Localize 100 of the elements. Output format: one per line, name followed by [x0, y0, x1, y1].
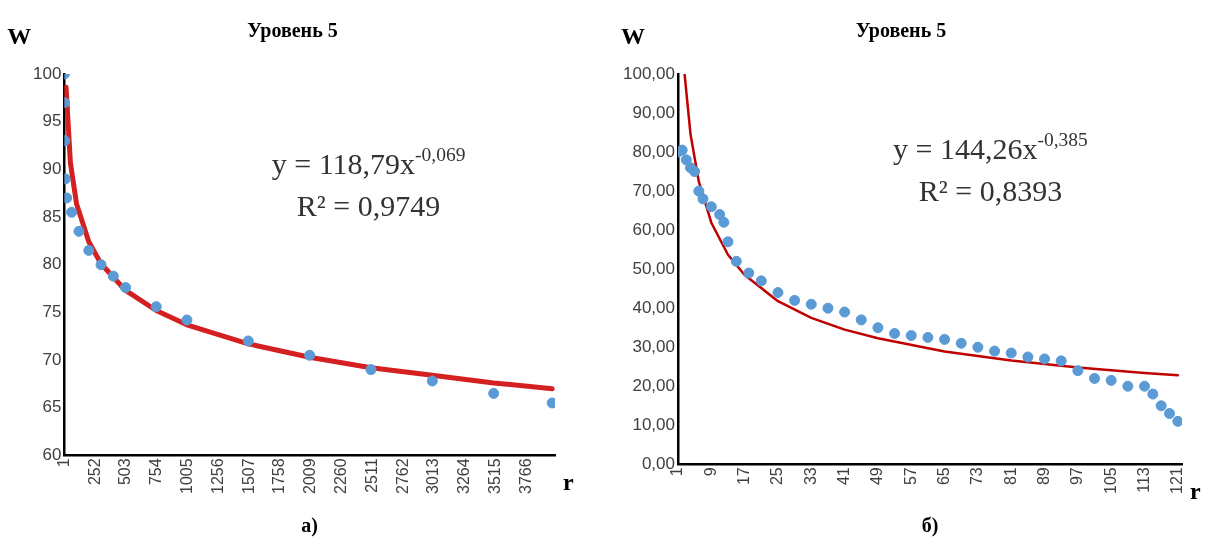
x-tick-label: 3515	[485, 458, 503, 494]
y-tick-label: 10,00	[632, 414, 675, 434]
point	[73, 225, 85, 237]
point	[697, 193, 709, 205]
point	[789, 294, 801, 306]
point	[1005, 347, 1017, 359]
y-tick-label: 90,00	[632, 102, 675, 122]
point	[989, 345, 1001, 357]
point	[1139, 380, 1151, 392]
x-tick-label: 9	[701, 467, 719, 477]
x-axis-title: r	[563, 468, 574, 495]
point	[426, 375, 438, 387]
y-tick-label: 60,00	[632, 219, 675, 239]
x-tick-label: 105	[1101, 467, 1119, 495]
point	[304, 349, 316, 361]
x-tick-label: 25	[768, 467, 786, 486]
y-tick-label: 40,00	[632, 297, 675, 317]
point	[872, 322, 884, 334]
x-tick-label: 57	[901, 467, 919, 486]
y-tick-label: 50,00	[632, 258, 675, 278]
point	[693, 185, 705, 197]
x-tick-label: 2009	[301, 458, 319, 494]
point	[955, 337, 967, 349]
x-tick-label: 1758	[270, 458, 288, 494]
text: б)	[921, 514, 939, 537]
y-axis-title: W	[621, 23, 645, 49]
point	[680, 154, 692, 166]
x-tick-label: 2762	[393, 458, 411, 494]
point	[755, 275, 767, 287]
point	[120, 282, 132, 294]
y-tick-label: 100	[32, 63, 62, 83]
point	[1147, 388, 1159, 400]
x-tick-label: 121	[1168, 467, 1186, 495]
point	[1072, 365, 1084, 377]
x-tick-label: 33	[801, 467, 819, 486]
x-tick-label: 41	[835, 467, 853, 486]
point	[972, 341, 984, 353]
y-tick-label: 80	[42, 254, 62, 274]
point	[150, 301, 162, 313]
point	[365, 364, 377, 376]
y-tick-label: 85	[42, 206, 62, 226]
y-tick-label: 95	[42, 111, 62, 131]
point	[805, 298, 817, 310]
point	[678, 144, 688, 156]
point	[855, 314, 867, 326]
x-tick-label: 1507	[239, 458, 257, 494]
point	[922, 331, 934, 343]
x-tick-label: 81	[1001, 467, 1019, 486]
y-axis-title: W	[7, 23, 32, 49]
point	[839, 306, 851, 318]
point	[1122, 380, 1134, 392]
y-tick-label: 100,00	[623, 63, 675, 83]
x-tick-label: 2260	[331, 458, 349, 494]
x-tick-label: 3264	[455, 458, 473, 494]
point	[730, 255, 742, 267]
point	[181, 314, 193, 326]
point	[242, 335, 254, 347]
y-tick-label: 20,00	[632, 375, 675, 395]
y-tick-label: 30,00	[632, 336, 675, 356]
x-tick-label: 3766	[516, 458, 534, 494]
point	[1105, 374, 1117, 386]
y-tick-label: 65	[42, 397, 62, 417]
point	[95, 259, 107, 271]
x-tick-label: 1256	[208, 458, 226, 494]
point	[822, 302, 834, 314]
point	[722, 236, 734, 248]
x-tick-label: 17	[735, 467, 753, 486]
point	[1164, 408, 1175, 420]
x-tick-label: 754	[147, 458, 165, 486]
point	[743, 267, 755, 279]
point	[1155, 400, 1167, 412]
point	[1022, 351, 1034, 363]
point	[66, 206, 78, 218]
point	[107, 270, 119, 282]
point	[1039, 353, 1051, 365]
chart-title: Уровень 5	[855, 19, 947, 43]
x-tick-label: 1005	[177, 458, 195, 494]
point	[718, 216, 730, 228]
point	[1055, 355, 1067, 367]
y-tick-label: 75	[42, 302, 62, 322]
x-tick-label: 3013	[424, 458, 442, 494]
x-tick-label: 49	[868, 467, 886, 486]
annotation: R² = 0,9749	[296, 189, 441, 222]
x-tick-label: 252	[85, 458, 103, 486]
annotation: R² = 0,8393	[918, 174, 1063, 207]
x-tick-label: 65	[934, 467, 952, 486]
point	[1172, 415, 1182, 427]
chart-title: Уровень 5	[247, 19, 338, 43]
point	[772, 287, 784, 299]
y-tick-label: 90	[42, 159, 62, 179]
x-tick-label: 73	[968, 467, 986, 486]
point	[488, 387, 500, 399]
point	[889, 328, 901, 340]
text: а)	[301, 514, 319, 537]
x-axis-title: r	[1190, 477, 1201, 504]
y-tick-label: 70,00	[632, 180, 675, 200]
y-tick-label: 70	[42, 349, 62, 369]
point	[83, 244, 95, 256]
point	[705, 201, 717, 213]
x-tick-label: 503	[116, 458, 134, 486]
